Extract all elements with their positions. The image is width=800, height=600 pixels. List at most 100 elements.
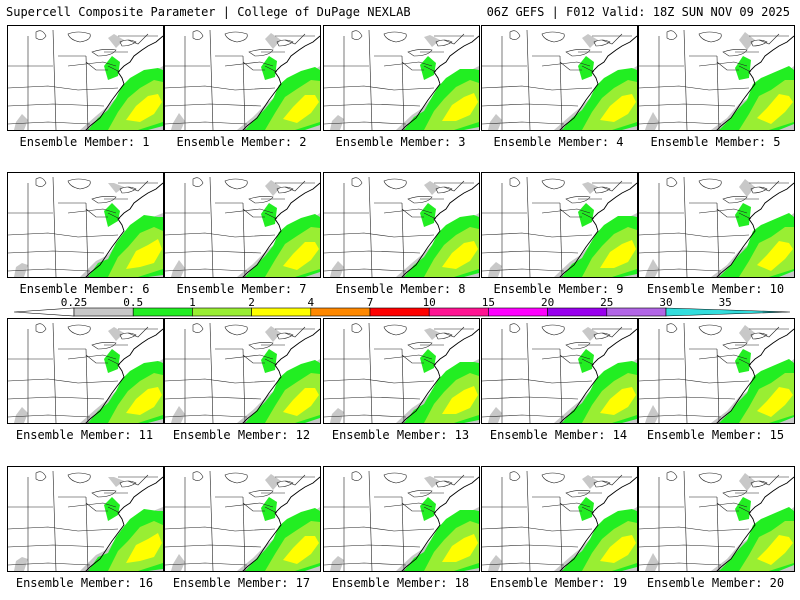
ensemble-map-panel bbox=[164, 25, 321, 131]
ensemble-map-panel bbox=[481, 466, 638, 572]
basemap-lines bbox=[165, 29, 315, 130]
ensemble-member-label: Ensemble Member: 4 bbox=[493, 135, 624, 149]
legend-tick-label: 20 bbox=[540, 296, 555, 309]
ensemble-map-panel bbox=[323, 318, 480, 424]
scp-contour-0-25 bbox=[330, 261, 344, 277]
scp-contour-0-25 bbox=[739, 179, 755, 197]
map-svg bbox=[324, 322, 479, 423]
scp-contour-2 bbox=[442, 241, 478, 269]
legend-tick-label: 4 bbox=[307, 296, 315, 309]
scp-contour-0-25 bbox=[108, 183, 124, 193]
ensemble-member-label: Ensemble Member: 8 bbox=[335, 282, 466, 296]
scp-contour-2 bbox=[600, 240, 636, 268]
map-svg bbox=[482, 176, 637, 277]
basemap-lines bbox=[8, 176, 158, 277]
map-svg bbox=[165, 29, 320, 130]
legend-left-arrow bbox=[13, 307, 75, 317]
coastline bbox=[716, 182, 794, 277]
ensemble-map-panel bbox=[7, 172, 164, 278]
basemap-lines bbox=[639, 322, 789, 423]
basemap-lines bbox=[165, 322, 315, 423]
basemap-lines bbox=[639, 29, 789, 130]
coastline bbox=[85, 476, 163, 571]
legend-tick-label: 30 bbox=[659, 296, 673, 309]
basemap-lines bbox=[639, 176, 789, 277]
color-legend: 0.25 0.5 1 2 4 7 10 15 20 25 30 35 bbox=[13, 296, 791, 320]
map-svg bbox=[639, 176, 794, 277]
scp-contour-2 bbox=[757, 535, 793, 565]
ensemble-member-label: Ensemble Member: 6 bbox=[19, 282, 150, 296]
ensemble-member-label: Ensemble Member: 13 bbox=[331, 428, 470, 442]
ensemble-map-panel bbox=[638, 318, 795, 424]
ensemble-map-panel bbox=[164, 172, 321, 278]
scp-contour-2 bbox=[283, 242, 319, 270]
scp-contour-1 bbox=[108, 373, 163, 423]
map-svg bbox=[165, 470, 320, 571]
legend-color-box bbox=[251, 307, 312, 317]
coastline bbox=[716, 476, 794, 571]
scp-contour-0-25 bbox=[739, 473, 755, 491]
ensemble-member-label: Ensemble Member: 10 bbox=[646, 282, 785, 296]
scp-contour-0-25 bbox=[108, 477, 124, 487]
legend-tick-label: 0.5 bbox=[123, 296, 144, 309]
scp-contour-0-25 bbox=[488, 407, 502, 423]
ensemble-map-panel bbox=[164, 466, 321, 572]
legend-color-box bbox=[547, 307, 608, 317]
ensemble-member-label: Ensemble Member: 17 bbox=[172, 576, 311, 590]
legend-tick-label: 10 bbox=[422, 296, 436, 309]
scp-contour-2 bbox=[757, 387, 793, 417]
ensemble-map-panel bbox=[7, 25, 164, 131]
legend-color-box bbox=[488, 307, 548, 317]
scp-contour-0-25 bbox=[739, 32, 755, 50]
map-svg bbox=[324, 29, 479, 130]
scp-contour-1 bbox=[265, 80, 320, 130]
ensemble-member-label: Ensemble Member: 16 bbox=[15, 576, 154, 590]
scp-contour-0-25 bbox=[424, 35, 440, 47]
coastline bbox=[242, 35, 320, 130]
coastline bbox=[559, 182, 637, 277]
scp-contour-0-25 bbox=[488, 262, 502, 277]
ensemble-member-label: Ensemble Member: 7 bbox=[176, 282, 307, 296]
scp-contour-1 bbox=[265, 373, 320, 423]
scp-contour-0-25 bbox=[582, 327, 598, 341]
map-svg bbox=[639, 470, 794, 571]
basemap-lines bbox=[482, 470, 632, 571]
scp-contour-0-25 bbox=[582, 182, 598, 194]
scp-contour-0-25 bbox=[171, 260, 185, 277]
header-title: Supercell Composite Parameter | College … bbox=[6, 5, 411, 19]
scp-contour-1 bbox=[582, 80, 637, 130]
scp-contour-2 bbox=[600, 387, 636, 415]
scp-contour-2 bbox=[442, 93, 478, 121]
scp-contour-1 bbox=[424, 80, 479, 130]
ensemble-map-panel bbox=[323, 466, 480, 572]
legend-colorbar bbox=[13, 307, 791, 317]
scp-contour-0-25 bbox=[645, 112, 659, 130]
scp-contour-0-25 bbox=[645, 553, 659, 571]
scp-contour-1 bbox=[265, 227, 320, 277]
ensemble-map-panel bbox=[638, 25, 795, 131]
map-svg bbox=[8, 29, 163, 130]
legend-color-box bbox=[73, 307, 134, 317]
coastline bbox=[242, 328, 320, 423]
scp-contour-0-25 bbox=[330, 408, 344, 423]
scp-contour-0-25 bbox=[739, 325, 755, 343]
scp-contour-2 bbox=[600, 94, 636, 122]
legend-right-arrow bbox=[665, 307, 791, 317]
scp-contour-0-25 bbox=[14, 263, 28, 277]
scp-contour-1 bbox=[582, 521, 637, 571]
map-svg bbox=[8, 470, 163, 571]
scp-contour-2 bbox=[283, 536, 319, 564]
scp-contour-0-25 bbox=[424, 328, 440, 340]
scp-contour-0-25 bbox=[108, 34, 124, 48]
header-valid-time: 06Z GEFS | F012 Valid: 18Z SUN NOV 09 20… bbox=[486, 5, 790, 19]
ensemble-member-label: Ensemble Member: 2 bbox=[176, 135, 307, 149]
basemap-lines bbox=[482, 322, 632, 423]
scp-contour-0-25 bbox=[171, 406, 185, 423]
scp-contour-1 bbox=[582, 373, 637, 423]
scp-contour-1 bbox=[739, 80, 794, 130]
scp-contour-1 bbox=[739, 373, 794, 423]
ensemble-map-panel bbox=[638, 172, 795, 278]
legend-color-box bbox=[132, 307, 193, 317]
ensemble-map-panel bbox=[481, 318, 638, 424]
ensemble-map-panel bbox=[481, 25, 638, 131]
